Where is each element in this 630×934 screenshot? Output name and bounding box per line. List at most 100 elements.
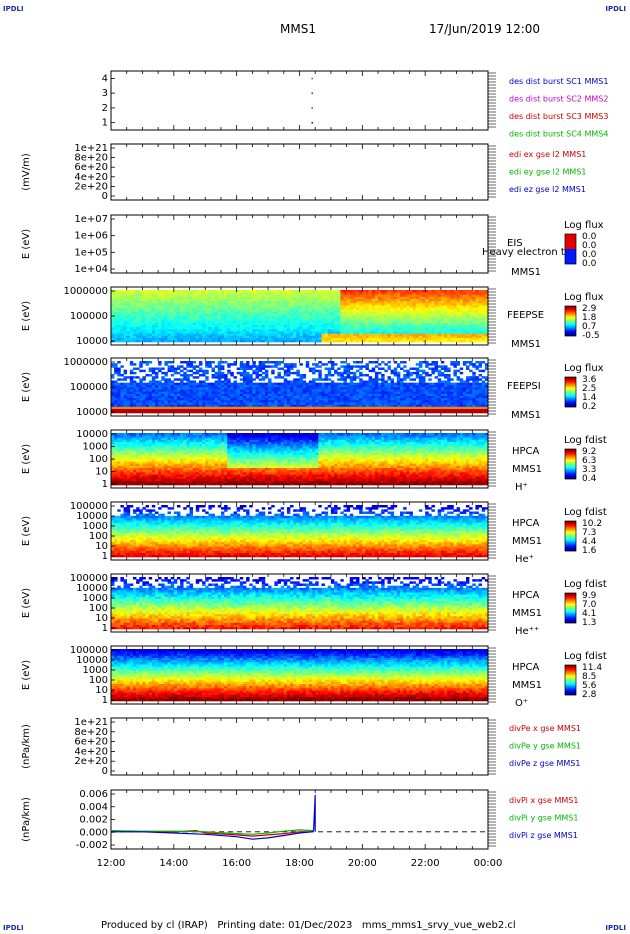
colorbar-tick-label: 1.6	[582, 546, 597, 556]
y-tick-label: 10000	[76, 655, 108, 666]
legend-entry: edi ex gse l2 MMS1	[509, 150, 586, 159]
instrument-label: FEEPSE	[507, 310, 544, 321]
y-axis-label: E (eV)	[21, 660, 32, 690]
y-tick-label: 1000	[83, 521, 108, 532]
y-tick-label: 4	[102, 73, 108, 84]
instrument-label: FEEPSI	[507, 381, 541, 392]
footer-credit: Produced by cl (IRAP) Printing date: 01/…	[101, 920, 516, 931]
legend-entry: des dist burst SC4 MMS4	[509, 130, 608, 139]
spacecraft-label: MMS1	[512, 608, 542, 619]
y-tick-label: 100000	[70, 311, 108, 322]
y-tick-label: 100000	[70, 573, 108, 584]
colorbar	[564, 448, 577, 480]
y-tick-label: 1000000	[63, 357, 108, 368]
y-tick-label: 1000	[83, 665, 108, 676]
colorbar-tick-label: 3.3	[582, 465, 596, 475]
species-label: H⁺	[515, 482, 528, 493]
y-tick-label: 10000	[76, 429, 108, 440]
y-axis-label: E (eV)	[21, 301, 32, 331]
species-label: O⁺	[515, 698, 528, 709]
y-tick-label: 8e+20	[74, 727, 108, 738]
colorbar-tick-label: 11.4	[582, 663, 602, 673]
species-label: He⁺⁺	[515, 626, 539, 637]
colorbar-tick-label: 0.0	[582, 259, 597, 269]
y-tick-label: 3	[102, 88, 108, 99]
y-tick-label: 100	[89, 603, 108, 614]
x-tick-label-3: 18:00	[285, 858, 314, 869]
y-tick-label: 1e+05	[74, 247, 108, 258]
y-axis-label: (nPa/km)	[21, 797, 32, 842]
y-tick-label: 1	[102, 479, 108, 490]
y-tick-label: 1	[102, 623, 108, 634]
corner-label-top-left: IPDLI	[3, 5, 24, 13]
panel-des-dist-burst: 4 3 2 1 des dist burst SC1 MMS1 des dist burs…	[102, 70, 608, 139]
colorbar-title: Log flux	[564, 363, 604, 374]
colorbar-tick-label: 8.5	[582, 672, 596, 682]
legend-entry: des dist burst SC2 MMS2	[509, 95, 608, 104]
y-tick-label: -0.002	[76, 840, 108, 851]
y-tick-label: 10	[95, 541, 108, 552]
colorbar-tick-label: 9.2	[582, 447, 596, 457]
instrument-label: HPCA	[512, 590, 540, 601]
y-tick-label: 6e+20	[74, 737, 108, 748]
colorbar	[564, 592, 577, 624]
colorbar-tick-label: 10.2	[582, 519, 602, 529]
colorbar-tick-label: 7.3	[582, 528, 596, 538]
colorbar-tick-label: 0.7	[582, 322, 596, 332]
y-tick-label: 1000	[83, 593, 108, 604]
y-tick-label: 2e+20	[74, 181, 108, 192]
panel-eis-spectrogram: 1e+07 1e+06 1e+05 1e+04 E (eV) EIS MMS1 Heavy e…	[21, 214, 604, 278]
y-tick-label: 1e+04	[74, 264, 108, 275]
y-axis-label: E (eV)	[21, 516, 32, 546]
y-tick-label: 10000	[76, 583, 108, 594]
instrument-label: HPCA	[512, 518, 540, 529]
legend-entry: des dist burst SC1 MMS1	[509, 77, 608, 86]
y-tick-label: 8e+20	[74, 153, 108, 164]
colorbar	[564, 305, 577, 337]
colorbar-tick-label: 4.4	[582, 537, 597, 547]
colorbar	[564, 664, 577, 696]
y-tick-label: 100000	[70, 501, 108, 512]
y-tick-label: 0.006	[79, 789, 108, 800]
legend-entry: divPi x gse MMS1	[509, 796, 578, 805]
y-tick-label: 4e+20	[74, 172, 108, 183]
legend-entry: divPe y gse MMS1	[509, 742, 581, 751]
y-tick-label: 1e+06	[74, 231, 108, 242]
data-point	[311, 122, 313, 124]
colorbar-title: Log flux	[564, 220, 604, 231]
colorbar-tick-label: 2.9	[582, 304, 597, 314]
legend-entry: edi ez gse l2 MMS1	[509, 185, 586, 194]
y-tick-label: 2	[102, 103, 108, 114]
y-tick-label: 0	[102, 191, 108, 202]
plot-title: MMS1	[280, 22, 316, 36]
instrument-label: EIS	[507, 238, 523, 249]
y-tick-label: 1e+21	[74, 143, 108, 154]
heatmap-cells	[111, 649, 489, 702]
spacecraft-label: MMS1	[512, 536, 542, 547]
x-tick-label-5: 22:00	[411, 858, 440, 869]
x-tick-label-4: 20:00	[348, 858, 377, 869]
y-axis-label: E (eV)	[21, 372, 32, 402]
colorbar-title: Log fdist	[564, 651, 607, 662]
spacecraft-label: MMS1	[511, 267, 541, 278]
colorbar	[564, 233, 577, 265]
panel-frame	[110, 717, 489, 776]
colorbar-title: Log fdist	[564, 435, 607, 446]
series-line	[110, 829, 313, 837]
colorbar-tick-label: 6.3	[582, 456, 596, 466]
colorbar	[564, 520, 577, 552]
panel-frame	[110, 70, 489, 131]
colorbar-tick-label: 4.1	[582, 609, 596, 619]
colorbar-tick-label: 0.0	[582, 241, 597, 251]
legend-entry: divPi z gse MMS1	[509, 831, 578, 840]
legend-entry: divPi y gse MMS1	[509, 814, 578, 823]
panel-frame	[110, 214, 489, 274]
y-tick-label: 0.002	[79, 815, 108, 826]
heatmap-cells	[111, 577, 489, 630]
